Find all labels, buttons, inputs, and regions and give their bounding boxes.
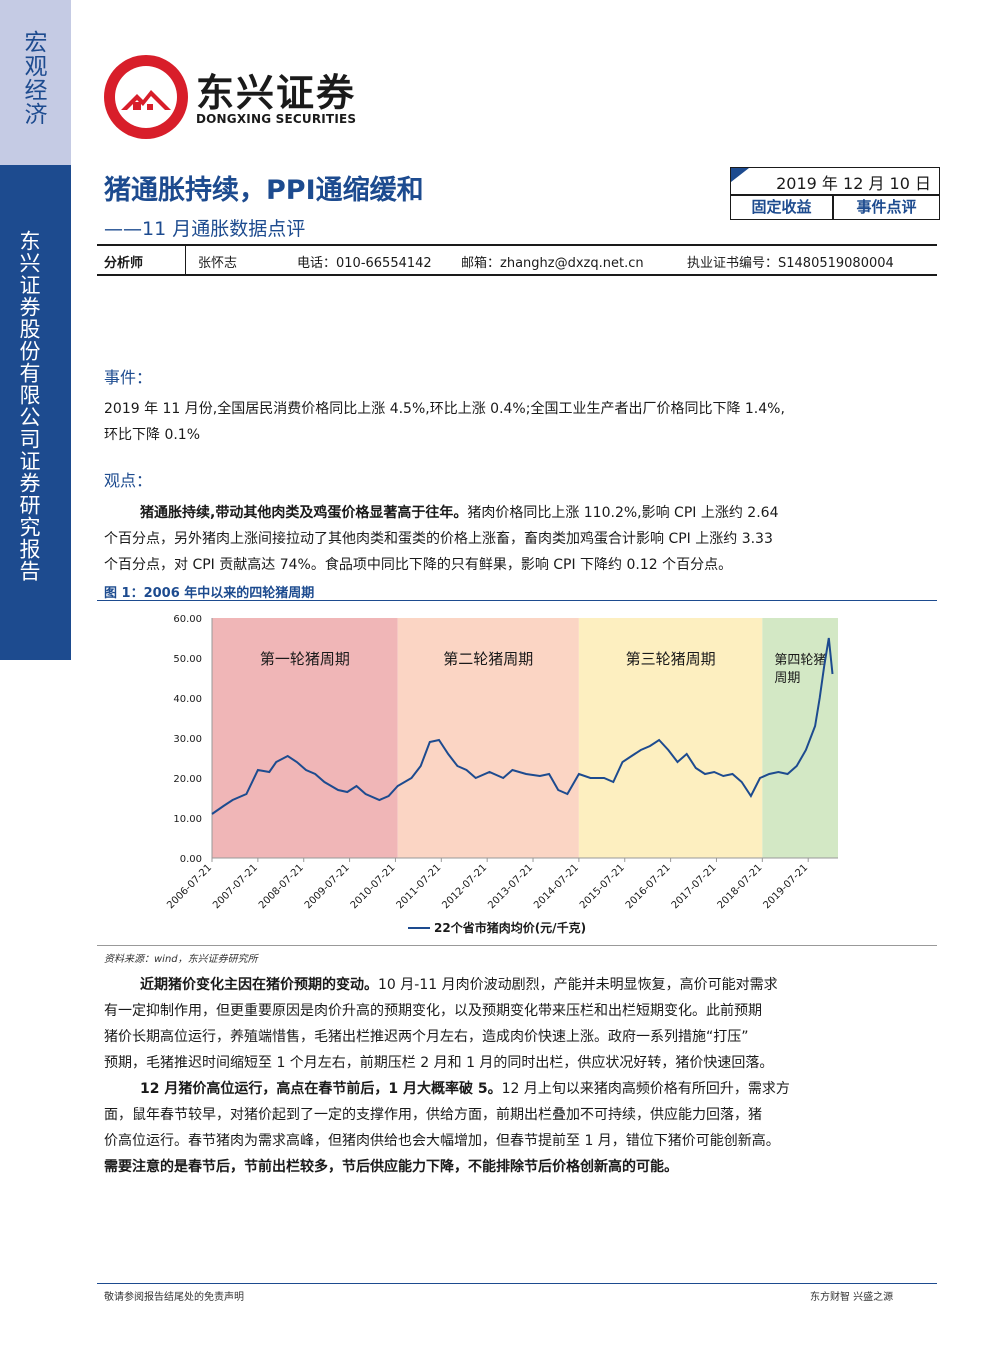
cycle-band-2 [397, 618, 579, 858]
cycle-label-4: 周期 [774, 671, 800, 686]
tag-event-review: 事件点评 [833, 194, 940, 220]
view-para-1-rest: 猪肉价格同比上涨 110.2%,影响 CPI 上涨约 2.64 [467, 505, 779, 521]
y-tick-label: 0.00 [180, 854, 202, 865]
figure-bottom-rule [97, 945, 937, 946]
x-tick-label: 2018-07-21 [716, 862, 765, 911]
view-para-1-line-2: 个百分点，另外猪肉上涨间接拉动了其他肉类和蛋类的价格上涨畜，畜肉类加鸡蛋合计影响… [104, 531, 773, 547]
dongxing-logo-icon [104, 55, 188, 139]
report-subtitle: ——11 月通胀数据点评 [104, 218, 306, 240]
x-tick-label: 2010-07-21 [349, 862, 398, 911]
footer-rule [97, 1283, 937, 1284]
footer-disclaimer[interactable]: 敬请参阅报告结尾处的免责声明 [104, 1292, 244, 1303]
analyst-bar: 分析师 张怀志 电话：010-66554142 邮箱：zhanghz@dxzq.… [97, 244, 937, 276]
cycle-band-1 [212, 618, 398, 858]
view-para-1-lead: 猪通胀持续,带动其他肉类及鸡蛋价格显著高于往年。 [140, 505, 468, 521]
x-tick-label: 2008-07-21 [257, 862, 306, 911]
series-line-pork-price [211, 637, 834, 815]
figure-title: 图 1：2006 年中以来的四轮猪周期 [104, 586, 315, 601]
analysis-para-2-line-4: 预期，毛猪推迟时间缩短至 1 个月左右，前期压栏 2 月和 1 月的同时出栏，供… [104, 1055, 774, 1071]
corner-triangle-icon [731, 168, 749, 182]
cycle-label-1: 第一轮猪周期 [260, 650, 350, 668]
analyst-email[interactable]: 邮箱：zhanghz@dxzq.net.cn [461, 256, 644, 271]
cycle-label-2: 第二轮猪周期 [443, 650, 533, 668]
y-axis: 0.00 10.00 20.00 30.00 40.00 50.00 60.00 [173, 614, 213, 865]
cycle-label-3: 第三轮猪周期 [626, 650, 716, 668]
analyst-cert: 执业证书编号：S1480519080004 [687, 256, 894, 271]
figure-rule [97, 600, 937, 601]
analysis-para-2-rest: 10 月-11 月肉价波动剧烈，产能并未明显恢复，高价可能对需求 [378, 977, 778, 993]
analyst-label: 分析师 [104, 256, 144, 271]
event-line-1: 2019 年 11 月份,全国居民消费价格同比上涨 4.5%,环比上涨 0.4%… [104, 401, 785, 417]
analysis-para-2-line-2: 有一定抑制作用，但更重要原因是肉价升高的预期变化，以及预期变化带来压栏和出栏短期… [104, 1003, 762, 1019]
legend-label: 22个省市猪肉均价(元/千克) [434, 920, 586, 935]
x-tick-label: 2015-07-21 [578, 862, 627, 911]
x-tick-label: 2007-07-21 [211, 862, 260, 911]
x-tick-label: 2013-07-21 [486, 862, 535, 911]
analysis-para-3-line-3: 价高位运行。春节猪肉为需求高峰，但猪肉供给也会大幅增加，但春节提前至 1 月，错… [104, 1133, 780, 1149]
x-tick-label: 2009-07-21 [303, 862, 352, 911]
analysis-para-3-line-1: 12 月猪价高位运行，高点在春节前后，1 月大概率破 5。12 月上旬以来猪肉高… [140, 1076, 790, 1102]
divider [185, 246, 186, 274]
analysis-para-3-line-2: 面，鼠年春节较早，对猪价起到了一定的支撑作用，供给方面，前期出栏叠加不可持续，供… [104, 1107, 762, 1123]
sidebar-category-label: 宏观经济 [20, 30, 46, 126]
event-heading: 事件： [104, 368, 153, 387]
cycle-band-3 [578, 618, 763, 858]
y-tick-label: 10.00 [173, 814, 202, 825]
y-tick-label: 20.00 [173, 774, 202, 785]
analysis-para-3-lead: 12 月猪价高位运行，高点在春节前后，1 月大概率破 5。 [140, 1081, 502, 1097]
x-tick-label: 2012-07-21 [440, 862, 489, 911]
brand-name-cn: 东兴证券 [196, 71, 357, 115]
y-tick-label: 40.00 [173, 694, 202, 705]
x-axis: 2006-07-212007-07-212008-07-212009-07-21… [165, 857, 838, 911]
analysis-para-2-line-1: 近期猪价变化主因在猪价预期的变动。10 月-11 月肉价波动剧烈，产能并未明显恢… [140, 972, 778, 998]
sidebar-company-label: 东兴证券股份有限公司证券研究报告 [17, 230, 41, 582]
cycle-label-4: 第四轮猪 [774, 653, 826, 668]
view-heading: 观点： [104, 471, 153, 490]
analysis-para-2-line-3: 猪价长期高位运行，养殖端惜售，毛猪出栏推迟两个月左右，造成肉价快速上涨。政府一系… [104, 1029, 749, 1045]
x-tick-label: 2011-07-21 [395, 862, 444, 911]
brand-name-en: DONGXING SECURITIES [196, 112, 357, 126]
report-title: 猪通胀持续，PPI通缩缓和 [104, 175, 424, 206]
view-para-1-line-1: 猪通胀持续,带动其他肉类及鸡蛋价格显著高于往年。猪肉价格同比上涨 110.2%,… [140, 500, 778, 526]
analysis-para-2-lead: 近期猪价变化主因在猪价预期的变动。 [140, 977, 378, 993]
tag-fixed-income: 固定收益 [730, 194, 833, 220]
analyst-name: 张怀志 [198, 256, 238, 271]
x-tick-label: 2016-07-21 [624, 862, 673, 911]
analysis-para-3-rest: 12 月上旬以来猪肉高频价格有所回升，需求方 [501, 1081, 790, 1097]
sidebar-company-band [0, 165, 71, 660]
analysis-para-3-note: 需要注意的是春节后，节前出栏较多，节后供应能力下降，不能排除节后价格创新高的可能… [104, 1159, 678, 1175]
y-tick-label: 50.00 [173, 654, 202, 665]
footer-slogan: 东方财智 兴盛之源 [810, 1292, 894, 1303]
event-line-2: 环比下降 0.1% [104, 427, 201, 443]
sidebar-category-band [0, 0, 71, 165]
y-tick-label: 30.00 [173, 734, 202, 745]
analyst-phone: 电话：010-66554142 [297, 256, 432, 271]
report-date-box: 2019 年 12 月 10 日 [730, 167, 940, 196]
x-tick-label: 2006-07-21 [165, 862, 214, 911]
report-date: 2019 年 12 月 10 日 [776, 174, 931, 193]
x-tick-label: 2014-07-21 [532, 862, 581, 911]
y-tick-label: 60.00 [173, 614, 202, 625]
chart-legend: 22个省市猪肉均价(元/千克) [408, 920, 586, 935]
x-tick-label: 2017-07-21 [670, 862, 719, 911]
figure-source: 资料来源：wind，东兴证券研究所 [104, 954, 258, 965]
view-para-1-line-3: 个百分点，对 CPI 贡献高达 74%。食品项中同比下降的只有鲜果，影响 CPI… [104, 557, 733, 573]
x-tick-label: 2019-07-21 [761, 862, 810, 911]
